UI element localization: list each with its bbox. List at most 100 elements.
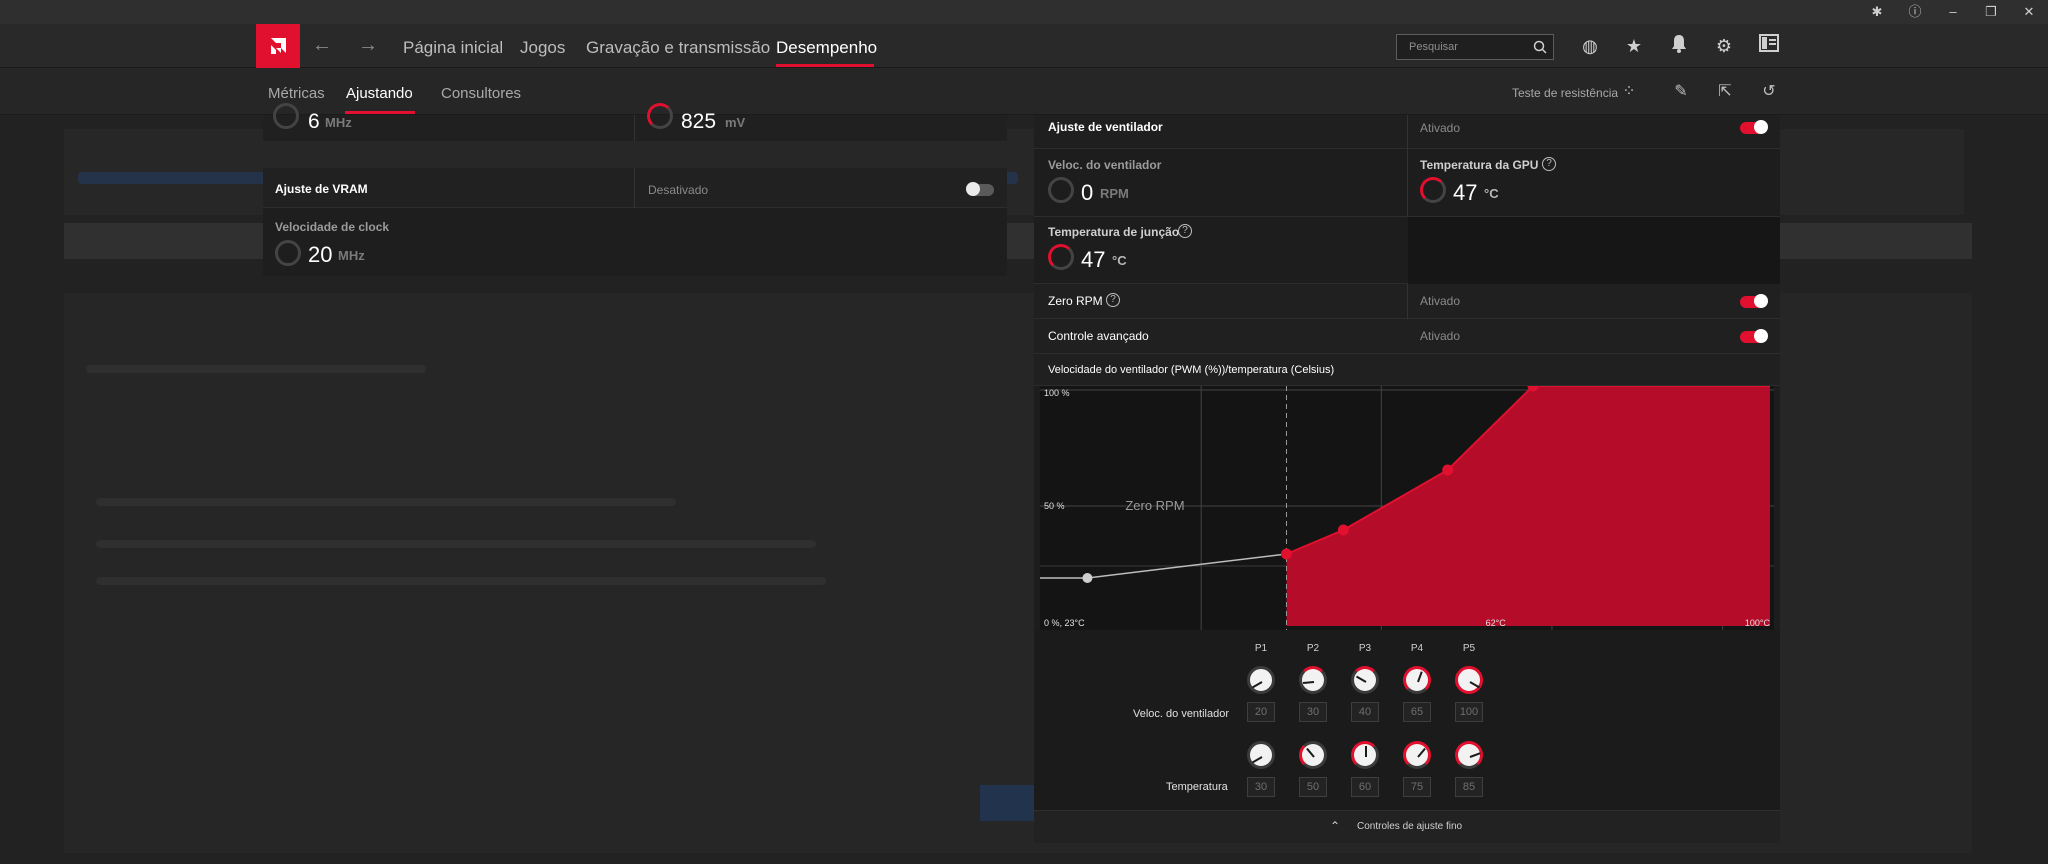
clock-value: 6 xyxy=(308,110,320,133)
export-icon[interactable]: ⇱ xyxy=(1718,83,1732,100)
nav-games[interactable]: Jogos xyxy=(520,38,566,57)
point-header-p1: P1 xyxy=(1254,643,1268,654)
stress-test-icon[interactable]: ⁘ xyxy=(1622,83,1636,100)
temp-knob-p3[interactable] xyxy=(1351,741,1379,769)
amd-logo[interactable] xyxy=(256,24,300,68)
zero-rpm-state: Ativado xyxy=(1420,294,1461,308)
fan-speed-unit: RPM xyxy=(1100,186,1129,201)
bug-icon[interactable]: ✱ xyxy=(1871,4,1883,19)
temp-knob-p4[interactable] xyxy=(1403,741,1431,769)
bell-icon[interactable] xyxy=(1666,34,1692,58)
fine-controls-label[interactable]: Controles de ajuste fino xyxy=(1357,821,1463,832)
fan-value-p3[interactable]: 40 xyxy=(1351,702,1379,722)
x-tick-origin: 0 %, 23°C xyxy=(1044,618,1085,628)
temp-value-p1[interactable]: 30 xyxy=(1247,777,1275,797)
temp-value-p3[interactable]: 60 xyxy=(1351,777,1379,797)
sub-navigation: Métricas Ajustando Consultores Teste de … xyxy=(0,69,2048,115)
fan-knob-p2[interactable] xyxy=(1299,666,1327,694)
vram-clock-unit: MHz xyxy=(338,248,365,263)
fan-knob-p5[interactable] xyxy=(1455,666,1483,694)
nav-performance[interactable]: Desempenho xyxy=(776,38,878,57)
zero-rpm-label: Zero RPM xyxy=(1048,294,1103,308)
back-arrow-icon[interactable]: ← xyxy=(312,34,332,56)
fan-value-p4[interactable]: 65 xyxy=(1403,702,1431,722)
vram-clock-value: 20 xyxy=(308,242,333,267)
search-icon[interactable] xyxy=(1533,40,1547,54)
fan-tuning-toggle[interactable] xyxy=(1740,120,1768,134)
tab-advisors[interactable]: Consultores xyxy=(441,85,522,102)
star-icon[interactable]: ★ xyxy=(1625,36,1643,56)
zero-rpm-point[interactable] xyxy=(1082,573,1093,583)
zero-rpm-chart-label: Zero RPM xyxy=(1125,498,1184,513)
junction-temp-gauge-icon xyxy=(1048,244,1074,270)
vram-tuning-toggle[interactable] xyxy=(966,182,994,196)
junction-temp-help-icon[interactable]: ? xyxy=(1178,224,1192,238)
zero-rpm-help-icon[interactable]: ? xyxy=(1106,293,1120,307)
temp-value-p5[interactable]: 85 xyxy=(1455,777,1483,797)
gpu-temp-help-icon[interactable]: ? xyxy=(1542,157,1556,171)
point-header-p2: P2 xyxy=(1306,643,1320,654)
gpu-temp-gauge-icon xyxy=(1420,177,1446,203)
vram-clock-label: Velocidade de clock xyxy=(275,220,390,234)
voltage-unit: mV xyxy=(725,115,746,130)
nav-recording[interactable]: Gravação e transmissão xyxy=(586,38,771,57)
curve-point-p3[interactable] xyxy=(1442,464,1454,476)
temp-knob-p2[interactable] xyxy=(1299,741,1327,769)
search-input[interactable] xyxy=(1397,35,1527,59)
nav-active-indicator xyxy=(776,64,874,67)
close-icon[interactable]: ✕ xyxy=(2023,4,2035,19)
fan-speed-row-label: Veloc. do ventilador xyxy=(1133,708,1230,720)
forward-arrow-icon[interactable]: → xyxy=(358,34,378,56)
fan-knob-p3[interactable] xyxy=(1351,666,1379,694)
vram-tuning-title: Ajuste de VRAM xyxy=(275,182,368,196)
fan-speed-value: 0 xyxy=(1081,180,1094,205)
temp-knob-p1[interactable] xyxy=(1247,741,1275,769)
curve-point-p1[interactable] xyxy=(1280,548,1292,560)
reset-icon[interactable]: ↺ xyxy=(1762,83,1776,100)
y-tick-50: 50 % xyxy=(1044,501,1065,511)
junction-temp-value: 47 xyxy=(1081,247,1106,272)
stress-test-label[interactable]: Teste de resistência xyxy=(1512,86,1619,100)
vram-tuning-state: Desativado xyxy=(648,183,709,197)
zero-rpm-toggle[interactable] xyxy=(1740,294,1768,308)
minimize-icon[interactable]: – xyxy=(1949,4,1957,19)
layout-icon[interactable] xyxy=(1756,34,1782,58)
temp-value-p4[interactable]: 75 xyxy=(1403,777,1431,797)
tab-metrics[interactable]: Métricas xyxy=(268,85,325,102)
fan-value-p5[interactable]: 100 xyxy=(1455,702,1483,722)
fan-knob-p4[interactable] xyxy=(1403,666,1431,694)
save-profile-icon[interactable]: ✎ xyxy=(1674,83,1688,100)
fan-value-p1[interactable]: 20 xyxy=(1247,702,1275,722)
search-box[interactable] xyxy=(1396,34,1554,60)
globe-icon[interactable]: ◍ xyxy=(1582,36,1598,56)
fan-speed-label: Veloc. do ventilador xyxy=(1048,158,1162,172)
x-tick-zero-rpm: 62°C xyxy=(1486,618,1507,628)
vram-tuning-panel: Ajuste de VRAM Desativado Velocidade de … xyxy=(263,168,1007,276)
advanced-control-toggle[interactable] xyxy=(1740,329,1768,343)
gpu-temp-unit: °C xyxy=(1484,186,1499,201)
fan-curve-svg[interactable]: 100 % 50 % 0 %, 23°C 62°C 100°C Zero RPM xyxy=(1040,380,1774,630)
chevron-up-icon[interactable]: ⌃ xyxy=(1330,819,1341,833)
point-header-p5: P5 xyxy=(1462,643,1476,654)
tab-active-indicator xyxy=(345,111,415,114)
curve-point-p2[interactable] xyxy=(1337,524,1349,536)
fine-controls-bar[interactable]: ⌃ Controles de ajuste fino xyxy=(1034,810,1780,843)
x-tick-max: 100°C xyxy=(1745,618,1771,628)
vram-clock-gauge-icon xyxy=(275,240,301,266)
temp-value-p2[interactable]: 50 xyxy=(1299,777,1327,797)
advanced-control-state: Ativado xyxy=(1420,329,1461,343)
curve-points[interactable] xyxy=(1082,380,1539,583)
help-icon[interactable]: ⓘ xyxy=(1908,4,1922,19)
fan-value-p2[interactable]: 30 xyxy=(1299,702,1327,722)
fan-curve-title: Velocidade do ventilador (PWM (%))/tempe… xyxy=(1048,364,1335,376)
fan-knob-p1[interactable] xyxy=(1247,666,1275,694)
restore-icon[interactable]: ❐ xyxy=(1985,4,1997,19)
gpu-temp-label: Temperatura da GPU xyxy=(1420,158,1539,172)
gear-icon[interactable]: ⚙ xyxy=(1715,36,1733,56)
nav-home[interactable]: Página inicial xyxy=(403,38,504,57)
temp-knob-p5[interactable] xyxy=(1455,741,1483,769)
tab-tuning[interactable]: Ajustando xyxy=(346,85,413,102)
fan-curve-chart[interactable]: 100 % 50 % 0 %, 23°C 62°C 100°C Zero RPM xyxy=(1040,380,1774,630)
voltage-value: 825 xyxy=(681,110,717,133)
fine-tuning-controls: P1 P2 P3 P4 P5 Veloc. do ventilador Temp… xyxy=(1034,630,1780,810)
